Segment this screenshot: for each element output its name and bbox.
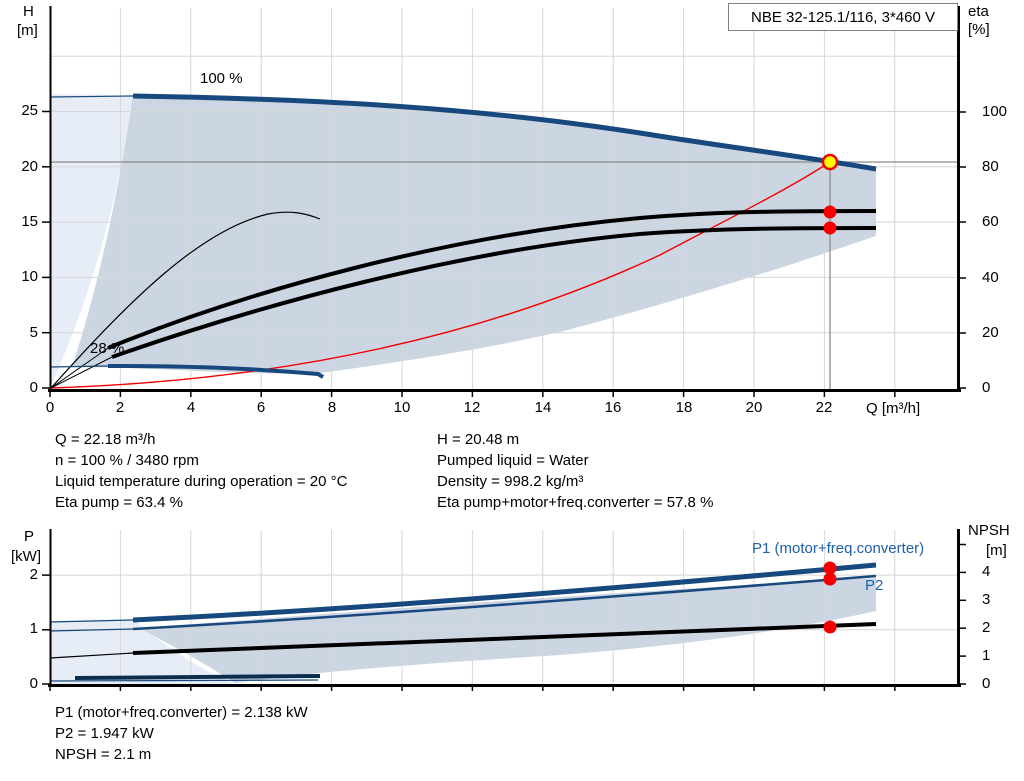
- eta-curve-lead-lines: [50, 347, 113, 389]
- operating-point-crosshair: [50, 161, 958, 390]
- eta-tick-60: 60: [982, 213, 999, 230]
- min-speed-curve: [107, 364, 325, 379]
- top-grid: [50, 8, 958, 389]
- max-speed-curve-label: 100 %: [200, 70, 243, 87]
- info-npsh: NPSH = 2.1 m: [55, 746, 152, 763]
- q-tick-8: 8: [327, 399, 337, 416]
- duty-point-marker: [821, 153, 839, 171]
- h-tick-0: 0: [29, 379, 38, 396]
- p-axis-unit: [kW]: [11, 548, 41, 565]
- h-axis-label: H: [23, 3, 34, 20]
- info-pumped-liquid: Pumped liquid = Water: [437, 452, 589, 469]
- p-axis-label: P: [24, 528, 35, 545]
- eta-total-marker: [823, 221, 837, 235]
- power-info-block: P1 (motor+freq.converter) = 2.138 kW P2 …: [55, 702, 308, 765]
- q-tick-10: 10: [393, 399, 411, 416]
- info-p2: P2 = 1.947 kW: [55, 725, 154, 742]
- eta-pump-marker: [823, 205, 837, 219]
- min-speed-power-curve-thin: [49, 679, 319, 682]
- top-envelope-light: [50, 94, 133, 388]
- info-density: Density = 998.2 kg/m³: [437, 473, 584, 490]
- npsh-axis-label: NPSH: [968, 522, 1010, 539]
- p2-curve-lead: [49, 628, 134, 632]
- info-n: n = 100 % / 3480 rpm: [55, 452, 199, 469]
- h-tick-5: 5: [29, 324, 38, 341]
- h-tick-15: 15: [21, 213, 38, 230]
- info-eta-pump: Eta pump = 63.4 %: [55, 494, 183, 511]
- p1-curve-lead: [49, 619, 134, 623]
- p-tick-0: 0: [29, 675, 38, 692]
- min-speed-curve-label: 28 %: [90, 340, 125, 357]
- q-tick-4: 4: [186, 399, 196, 416]
- q-tick-16: 16: [604, 399, 622, 416]
- eta-tick-80: 80: [982, 158, 999, 175]
- info-h: H = 20.48 m: [437, 431, 520, 448]
- p2-curve-label: P2: [865, 577, 884, 594]
- duty-info-column-2: H = 20.48 m Pumped liquid = Water Densit…: [437, 429, 713, 513]
- p1-curve-label: P1 (motor+freq.converter): [752, 540, 925, 557]
- eta-pump-curve: [107, 209, 877, 350]
- h-tick-10: 10: [21, 268, 38, 285]
- q-tick-0: 0: [45, 399, 55, 416]
- p2-marker: [823, 572, 837, 586]
- h-axis-unit: [m]: [17, 22, 38, 39]
- npsh-axis-unit: [m]: [986, 542, 1007, 559]
- min-speed-power-curve: [74, 674, 321, 680]
- info-eta-total: Eta pump+motor+freq.converter = 57.8 %: [437, 494, 714, 511]
- eta-tick-40: 40: [982, 269, 999, 286]
- bottom-axes: [42, 529, 966, 691]
- duty-parabola-red: [49, 161, 831, 389]
- npsh-curve-lead: [49, 652, 134, 659]
- p1-marker: [823, 561, 837, 575]
- p2-curve: [132, 574, 877, 631]
- p-tick-1: 1: [29, 620, 38, 637]
- q-axis-label: Q [m³/h]: [866, 400, 921, 417]
- eta-tick-0: 0: [982, 379, 991, 396]
- q-tick-2: 2: [115, 399, 125, 416]
- q-tick-14: 14: [534, 399, 552, 416]
- eta-total-curve: [111, 226, 877, 359]
- top-axes: [42, 6, 966, 397]
- bottom-envelope-dark: [140, 578, 876, 683]
- npsh-tick-4: 4: [982, 563, 991, 580]
- info-q: Q = 22.18 m³/h: [55, 431, 156, 448]
- eta-axis-label: eta: [968, 3, 989, 20]
- pump-title-box: NBE 32-125.1/116, 3*460 V: [728, 3, 958, 31]
- q-tick-22: 22: [815, 399, 833, 416]
- h-tick-25: 25: [21, 102, 38, 119]
- npsh-curve: [132, 622, 877, 655]
- eta-tick-20: 20: [982, 324, 999, 341]
- p-tick-2: 2: [29, 566, 38, 583]
- max-speed-curve-lead: [49, 95, 134, 98]
- npsh-tick-1: 1: [982, 647, 991, 664]
- p1-curve: [132, 562, 877, 623]
- eta-thin-curve: [50, 211, 321, 389]
- min-speed-curve-lead: [49, 365, 109, 368]
- npsh-tick-2: 2: [982, 619, 991, 636]
- q-tick-6: 6: [256, 399, 266, 416]
- q-tick-20: 20: [745, 399, 763, 416]
- info-liquid-temp: Liquid temperature during operation = 20…: [55, 473, 348, 490]
- eta-tick-100: 100: [982, 103, 1008, 120]
- npsh-marker: [823, 620, 837, 634]
- q-tick-18: 18: [675, 399, 693, 416]
- npsh-tick-3: 3: [982, 591, 991, 608]
- duty-info-column-1: Q = 22.18 m³/h n = 100 % / 3480 rpm Liqu…: [55, 429, 347, 513]
- h-tick-20: 20: [21, 158, 38, 175]
- bottom-grid: [50, 530, 958, 685]
- q-tick-12: 12: [463, 399, 481, 416]
- max-speed-curve: [132, 93, 877, 172]
- pump-title: NBE 32-125.1/116, 3*460 V: [750, 8, 936, 26]
- eta-axis-unit: [%]: [968, 21, 990, 38]
- info-p1: P1 (motor+freq.converter) = 2.138 kW: [55, 704, 308, 721]
- npsh-tick-0: 0: [982, 675, 991, 692]
